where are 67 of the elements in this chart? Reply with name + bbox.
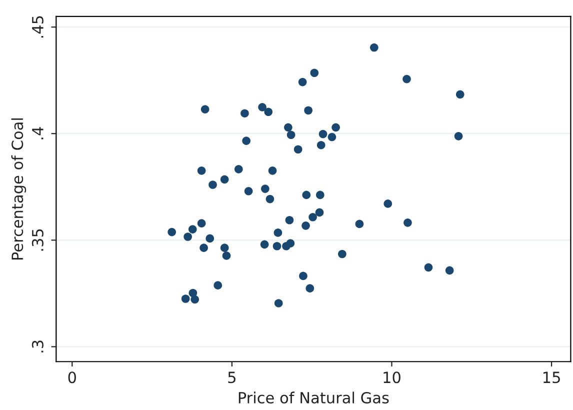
point [310, 68, 319, 78]
point [260, 240, 269, 249]
y-tick-label: .3 [32, 340, 44, 352]
point [220, 175, 229, 184]
point [298, 78, 307, 86]
point [315, 208, 324, 217]
point [286, 239, 295, 248]
point [200, 105, 210, 114]
point [454, 132, 463, 140]
point [318, 130, 328, 138]
point [274, 228, 282, 237]
x-tick-label: 0 [68, 372, 76, 384]
point [272, 242, 282, 250]
point [197, 166, 206, 175]
point [316, 190, 324, 200]
point [206, 234, 214, 243]
point [294, 145, 302, 154]
x-tick-label: 15 [543, 372, 560, 384]
point [258, 103, 266, 112]
point [316, 140, 326, 150]
point [404, 218, 412, 227]
point [240, 109, 249, 118]
point [302, 190, 311, 200]
point [222, 252, 231, 260]
point [242, 136, 250, 146]
point [338, 250, 346, 258]
point [214, 281, 222, 290]
x-axis-title: Price of Natural Gas [238, 392, 389, 404]
point [370, 43, 378, 52]
y-tick-label: .35 [32, 229, 44, 251]
point [299, 272, 308, 280]
point [402, 74, 411, 84]
point [284, 123, 292, 132]
y-axis-title: Percentage of Coal [11, 118, 26, 260]
y-tick-label: .45 [32, 16, 44, 38]
point [261, 184, 270, 193]
point [264, 108, 273, 116]
x-tick-label: 5 [228, 372, 236, 384]
point [274, 299, 283, 308]
point [200, 244, 208, 252]
point [234, 165, 243, 174]
point [445, 266, 454, 275]
point [302, 221, 310, 230]
point [208, 180, 217, 189]
point [308, 212, 317, 222]
point [285, 216, 294, 224]
point [332, 123, 340, 132]
point [286, 130, 296, 140]
point [456, 90, 464, 99]
point [328, 132, 336, 142]
point [306, 284, 314, 292]
point [197, 219, 206, 228]
point [188, 225, 197, 234]
point [190, 295, 200, 304]
point [184, 232, 192, 241]
y-tick-label: .4 [32, 127, 44, 140]
point [304, 106, 312, 115]
x-tick-label: 10 [384, 372, 400, 384]
point [244, 186, 253, 196]
point [424, 263, 433, 272]
point [266, 194, 274, 204]
point [268, 166, 277, 175]
point [355, 220, 364, 228]
point [168, 228, 176, 236]
point [181, 294, 190, 303]
point [220, 244, 229, 252]
point [384, 200, 392, 208]
